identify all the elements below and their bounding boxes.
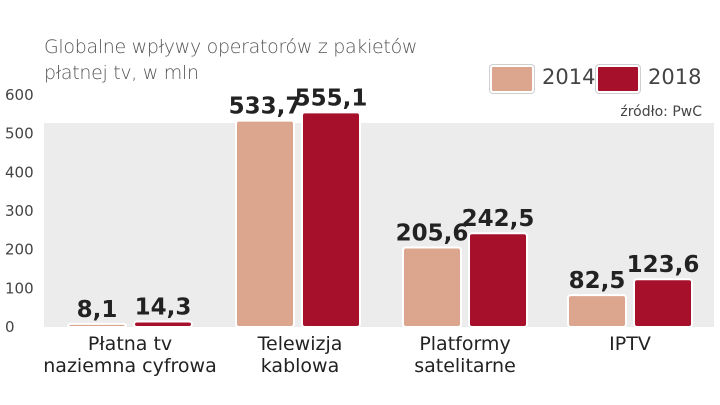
data-label-2014-2: 533,7 [229,94,302,120]
category-label-3: Platformy satelitarne [385,333,545,377]
y-tick-label: 100 [5,279,34,297]
data-label-2014-3: 205,6 [396,221,469,247]
category-label-4: IPTV [555,333,705,355]
category-label-2-line-2: kablowa [260,355,340,377]
bar-2018-2 [301,111,361,329]
category-label-3-line-2: satelitarne [414,355,516,377]
bar-2018-4 [633,278,693,329]
source-note: źródło: PwC [620,104,702,120]
data-label-2018-3: 242,5 [462,206,535,232]
category-label-4-line-1: IPTV [609,333,651,355]
legend-label-2014: 2014 [542,65,596,89]
y-tick-label: 200 [5,241,34,259]
legend: 2014 2018 [490,64,720,93]
category-label-2: Telewizja kablowa [220,333,380,377]
data-label-2018-2: 555,1 [295,85,368,111]
data-label-2014-4: 82,5 [569,268,626,294]
category-label-3-line-1: Platformy [419,333,511,355]
y-tick-label: 500 [5,125,34,143]
bar-2018-3 [468,232,528,329]
data-label-2018-1: 14,3 [135,294,192,320]
bar-2014-3 [402,246,462,328]
category-label-2-line-1: Telewizja [257,333,343,355]
chart-title: Globalne wpływy operatorów z pakietów pł… [44,34,424,86]
plot-background [44,123,714,327]
bar-2014-4 [567,294,627,329]
chart-title-line-2: płatnej tv, w mln [44,62,199,84]
y-tick-label: 300 [5,202,34,220]
legend-label-2018: 2018 [648,65,702,89]
category-label-1: Płatna tv naziemna cyfrowa [40,333,220,377]
y-tick-label: 0 [5,318,15,336]
category-label-1-line-2: naziemna cyfrowa [43,355,217,377]
chart-title-line-1: Globalne wpływy operatorów z pakietów [44,36,418,58]
y-tick-label: 600 [5,86,34,104]
data-label-2018-4: 123,6 [627,252,700,278]
data-label-2014-1: 8,1 [77,297,118,323]
category-label-1-line-1: Płatna tv [87,333,173,355]
legend-swatch-2014 [490,65,534,93]
bar-2014-1 [67,322,127,329]
legend-swatch-2018 [596,65,640,93]
bar-2014-2 [235,119,295,328]
y-tick-label: 400 [5,163,34,181]
bar-2018-1 [133,320,193,329]
